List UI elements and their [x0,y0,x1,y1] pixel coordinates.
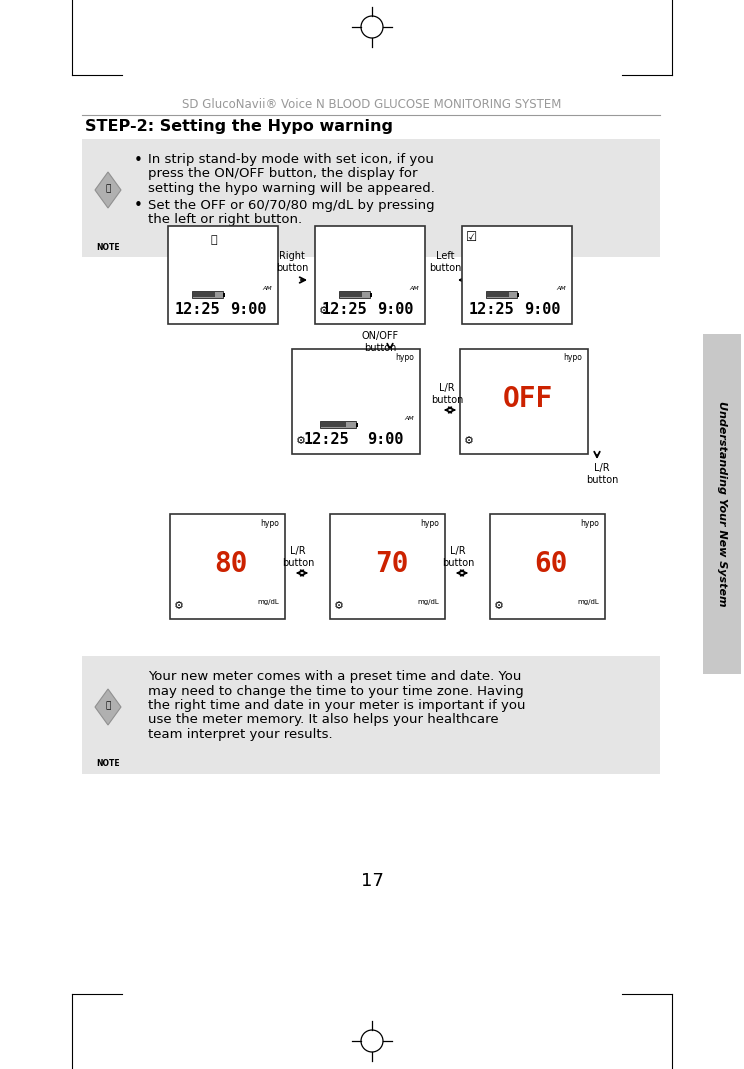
Text: ⚙: ⚙ [464,436,474,446]
FancyBboxPatch shape [487,292,509,297]
FancyBboxPatch shape [170,514,285,619]
FancyBboxPatch shape [223,293,225,296]
Text: 12:25: 12:25 [469,303,515,317]
Text: 70: 70 [375,551,408,578]
Text: use the meter memory. It also helps your healthcare: use the meter memory. It also helps your… [148,713,498,727]
Text: setting the hypo warning will be appeared.: setting the hypo warning will be appeare… [148,182,435,195]
Text: Understanding Your New System: Understanding Your New System [717,401,727,607]
Text: Right
button: Right button [276,251,308,273]
FancyBboxPatch shape [292,348,420,454]
FancyBboxPatch shape [315,226,425,324]
Text: OFF: OFF [503,386,553,414]
Text: Left
button: Left button [429,251,461,273]
Text: 📚: 📚 [106,701,111,711]
FancyBboxPatch shape [460,348,588,454]
FancyBboxPatch shape [340,292,362,297]
Polygon shape [95,172,121,208]
FancyBboxPatch shape [486,291,517,298]
Text: button: button [364,343,397,353]
Text: the left or right button.: the left or right button. [148,213,302,226]
Text: 9:00: 9:00 [230,303,266,317]
Text: press the ON/OFF button, the display for: press the ON/OFF button, the display for [148,168,417,181]
FancyBboxPatch shape [703,334,741,673]
FancyBboxPatch shape [321,422,346,427]
FancyBboxPatch shape [192,291,223,298]
Text: ⚙: ⚙ [174,601,184,611]
FancyBboxPatch shape [168,226,278,324]
Text: 12:25: 12:25 [304,433,350,448]
Text: hypo: hypo [395,354,414,362]
Text: •: • [134,153,142,168]
Text: AM: AM [405,417,414,421]
Text: 17: 17 [361,872,383,890]
Text: AM: AM [263,286,272,292]
FancyBboxPatch shape [370,293,373,296]
Text: •: • [134,199,142,214]
FancyBboxPatch shape [320,421,356,428]
Text: 9:00: 9:00 [368,433,404,448]
FancyBboxPatch shape [82,656,660,774]
Polygon shape [95,690,121,725]
Text: Your new meter comes with a preset time and date. You: Your new meter comes with a preset time … [148,670,522,683]
Text: hypo: hypo [580,518,599,527]
Text: NOTE: NOTE [96,759,120,769]
Text: 📚: 📚 [106,185,111,193]
FancyBboxPatch shape [356,422,359,427]
Text: ⚙: ⚙ [296,436,306,446]
Text: mg/dL: mg/dL [577,599,599,605]
FancyBboxPatch shape [82,139,660,257]
FancyBboxPatch shape [462,226,572,324]
Text: ⚙: ⚙ [334,601,344,611]
Text: L/R
button: L/R button [431,383,464,405]
Text: hypo: hypo [563,354,582,362]
Text: 12:25: 12:25 [175,303,220,317]
Text: L/R
button: L/R button [442,546,474,568]
Text: 12:25: 12:25 [322,303,368,317]
Text: the right time and date in your meter is important if you: the right time and date in your meter is… [148,699,525,712]
Text: AM: AM [557,286,566,292]
Text: hypo: hypo [260,518,279,527]
Text: team interpret your results.: team interpret your results. [148,728,333,741]
Text: mg/dL: mg/dL [257,599,279,605]
Text: ON/OFF: ON/OFF [362,331,399,341]
Text: 🔊: 🔊 [211,235,217,245]
Text: L/R
button: L/R button [282,546,314,568]
Text: may need to change the time to your time zone. Having: may need to change the time to your time… [148,684,524,697]
FancyBboxPatch shape [193,292,215,297]
FancyBboxPatch shape [330,514,445,619]
Text: mg/dL: mg/dL [417,599,439,605]
FancyBboxPatch shape [490,514,605,619]
Text: Set the OFF or 60/70/80 mg/dL by pressing: Set the OFF or 60/70/80 mg/dL by pressin… [148,199,434,212]
Text: ☑: ☑ [466,231,478,244]
Text: ⚙: ⚙ [319,306,329,316]
Text: NOTE: NOTE [96,243,120,251]
Text: ⚙: ⚙ [494,601,504,611]
Text: hypo: hypo [420,518,439,527]
Text: 9:00: 9:00 [377,303,414,317]
FancyBboxPatch shape [339,291,370,298]
Text: STEP-2: Setting the Hypo warning: STEP-2: Setting the Hypo warning [85,120,393,135]
Text: AM: AM [409,286,419,292]
FancyBboxPatch shape [517,293,519,296]
Text: 80: 80 [215,551,248,578]
Text: 9:00: 9:00 [524,303,560,317]
Text: SD GlucoNavii® Voice N BLOOD GLUCOSE MONITORING SYSTEM: SD GlucoNavii® Voice N BLOOD GLUCOSE MON… [182,97,562,110]
Text: In strip stand-by mode with set icon, if you: In strip stand-by mode with set icon, if… [148,153,434,166]
Text: L/R
button: L/R button [586,463,618,485]
Text: 60: 60 [535,551,568,578]
